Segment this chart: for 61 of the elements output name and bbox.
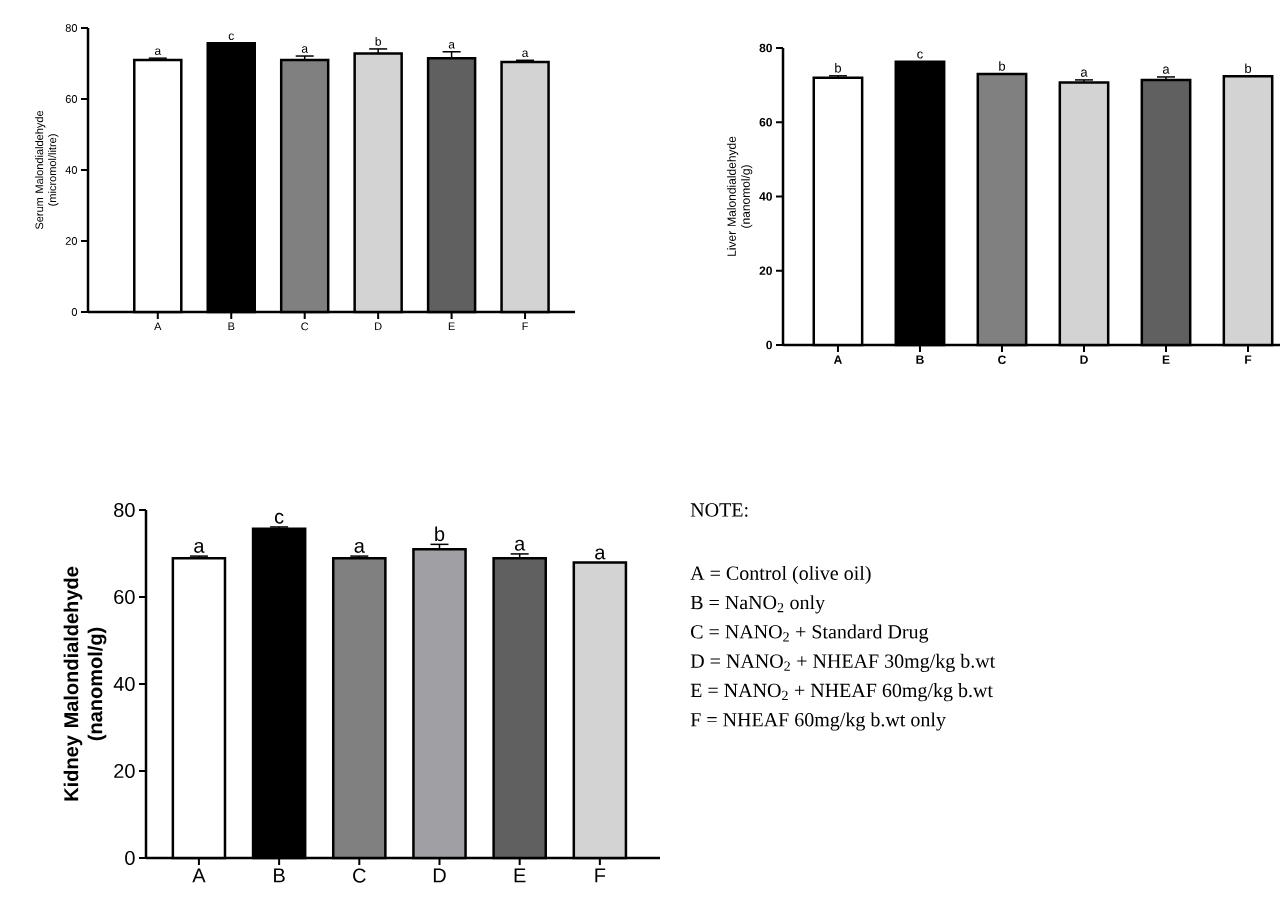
data-label: a: [154, 48, 162, 55]
data-label: a: [514, 539, 526, 551]
y-tick-label: 80: [65, 24, 78, 32]
x-tick-label: B: [916, 355, 924, 364]
x-tick-label: C: [998, 355, 1006, 365]
data-label: c: [228, 33, 234, 41]
y-tick-label: 80: [114, 502, 135, 518]
data-label: a: [1162, 66, 1170, 74]
text: B = NaNO$_{2}$ only: [690, 595, 826, 614]
y-tick-label: 60: [65, 95, 78, 103]
x-tick-label: D: [375, 322, 382, 331]
text: D = NANO$_{2}$ + NHEAF 30mg/kg b.wt: [690, 653, 996, 672]
y-axis-title: Kidney Malondialdehyde (nanomol/g): [63, 566, 107, 801]
text: F = NHEAF 60mg/kg b.wt only: [690, 712, 946, 731]
x-tick-label: F: [522, 322, 528, 331]
y-tick-label: 20: [759, 266, 772, 275]
data-label: b: [835, 63, 842, 73]
y-axis-title: Liver Malondialdehyde (nanomol/g): [727, 136, 753, 256]
text: A = Control (olive oil): [690, 565, 871, 585]
x-tick-label: D: [433, 868, 446, 883]
text: C = NANO$_{2}$ + Standard Drug: [691, 624, 929, 643]
x-tick-label: E: [448, 322, 455, 331]
x-tick-label: F: [595, 868, 606, 883]
data-label: a: [448, 41, 455, 49]
y-tick-label: 40: [65, 166, 78, 174]
y-tick-label: 0: [125, 850, 135, 866]
y-tick-label: 20: [65, 237, 78, 245]
y-tick-label: 60: [114, 589, 135, 605]
y-tick-label: 20: [114, 763, 135, 779]
y-tick-label: 40: [759, 192, 772, 201]
data-label: a: [522, 50, 529, 58]
x-tick-label: D: [1080, 355, 1088, 364]
data-label: a: [354, 541, 365, 553]
text: NOTE:: [690, 503, 748, 517]
y-tick-label: 80: [759, 43, 772, 53]
x-tick-label: B: [228, 322, 235, 331]
x-tick-label: A: [833, 355, 842, 364]
x-tick-label: A: [154, 322, 162, 331]
data-label: b: [999, 61, 1006, 71]
x-tick-label: C: [301, 322, 309, 331]
data-label: c: [274, 512, 284, 524]
data-label: a: [1080, 69, 1088, 77]
y-tick-label: 60: [759, 117, 772, 127]
x-tick-label: A: [192, 868, 206, 883]
y-tick-label: 0: [71, 308, 78, 316]
x-tick-label: C: [353, 868, 366, 883]
x-tick-label: B: [274, 868, 285, 883]
y-tick-label: 40: [113, 676, 135, 692]
y-axis-title: Serum Malondialdehyde (micromol/litre): [35, 110, 59, 230]
data-label: b: [375, 36, 381, 46]
x-tick-label: E: [1162, 355, 1170, 364]
data-label: a: [301, 46, 309, 53]
data-label: b: [1245, 63, 1252, 73]
y-tick-label: 0: [766, 340, 772, 350]
data-label: a: [595, 548, 606, 560]
x-tick-label: F: [1245, 355, 1252, 364]
x-tick-label: E: [514, 868, 526, 883]
data-label: b: [435, 526, 445, 542]
data-label: c: [917, 51, 923, 59]
text: E = NANO$_{2}$ + NHEAF 60mg/kg b.wt: [690, 683, 993, 702]
data-label: a: [194, 541, 205, 553]
